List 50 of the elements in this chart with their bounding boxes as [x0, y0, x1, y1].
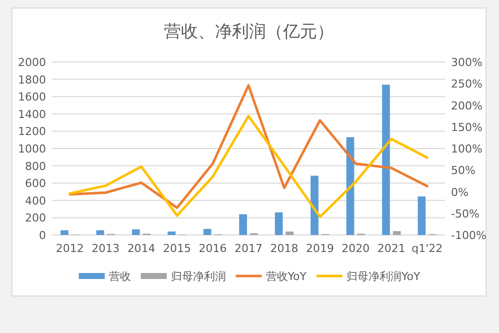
- y-tick-label: 1200: [18, 125, 46, 138]
- x-tick-label: q1'22: [412, 242, 443, 255]
- line-series: [68, 114, 428, 218]
- bar: [274, 212, 283, 235]
- bar: [96, 230, 104, 235]
- x-tick-label: 2012: [56, 242, 84, 255]
- y-tick-label: 2000: [18, 56, 46, 69]
- y-tick-label: 1800: [18, 73, 46, 86]
- legend-label: 营收: [108, 270, 131, 283]
- x-tick-label: 2020: [342, 242, 370, 255]
- y2-tick-label: 250%: [451, 78, 482, 91]
- bar: [382, 84, 390, 235]
- x-tick-label: 2015: [163, 242, 192, 255]
- x-tick-label: 2013: [92, 242, 120, 255]
- bar: [286, 232, 294, 235]
- y-tick-label: 200: [25, 212, 46, 225]
- x-tick-label: 2017: [234, 242, 262, 255]
- chart-title: 营收、净利润（亿元）: [164, 22, 334, 42]
- legend-label: 营收YoY: [266, 270, 307, 283]
- y2-tick-label: 150%: [451, 120, 482, 134]
- bar: [203, 228, 212, 235]
- bar: [132, 229, 140, 235]
- y-tick-label: 1600: [18, 90, 46, 104]
- y2-tick-label: 0%: [451, 186, 468, 199]
- bar: [168, 232, 176, 235]
- legend-label: 归母净利润YoY: [346, 270, 420, 283]
- y2-tick-label: 200%: [451, 99, 482, 112]
- line-series: [68, 84, 428, 210]
- x-tick-label: 2021: [377, 242, 406, 255]
- y2-tick-label: -50%: [451, 207, 480, 220]
- y-tick-label: 600: [25, 177, 46, 190]
- y2-tick-label: 300%: [451, 56, 482, 69]
- y2-tick-label: 50%: [451, 164, 476, 178]
- bar: [60, 230, 68, 235]
- x-tick-label: 2018: [270, 242, 298, 255]
- bar: [239, 214, 247, 235]
- y-tick-label: 1400: [18, 108, 46, 121]
- y-tick-label: 0: [39, 229, 46, 242]
- bar: [418, 196, 426, 235]
- y-tick-label: 1000: [18, 142, 46, 156]
- bar: [310, 176, 318, 235]
- x-tick-label: 2019: [306, 242, 334, 255]
- y-tick-label: 800: [25, 160, 46, 173]
- x-tick-label: 2014: [127, 242, 156, 255]
- y-tick-label: 400: [25, 194, 46, 208]
- y2-tick-label: -100%: [451, 229, 486, 242]
- legend-label: 归母净利润: [170, 270, 226, 283]
- y2-tick-label: 100%: [451, 142, 482, 156]
- bar: [392, 231, 401, 235]
- x-tick-label: 2016: [198, 242, 227, 255]
